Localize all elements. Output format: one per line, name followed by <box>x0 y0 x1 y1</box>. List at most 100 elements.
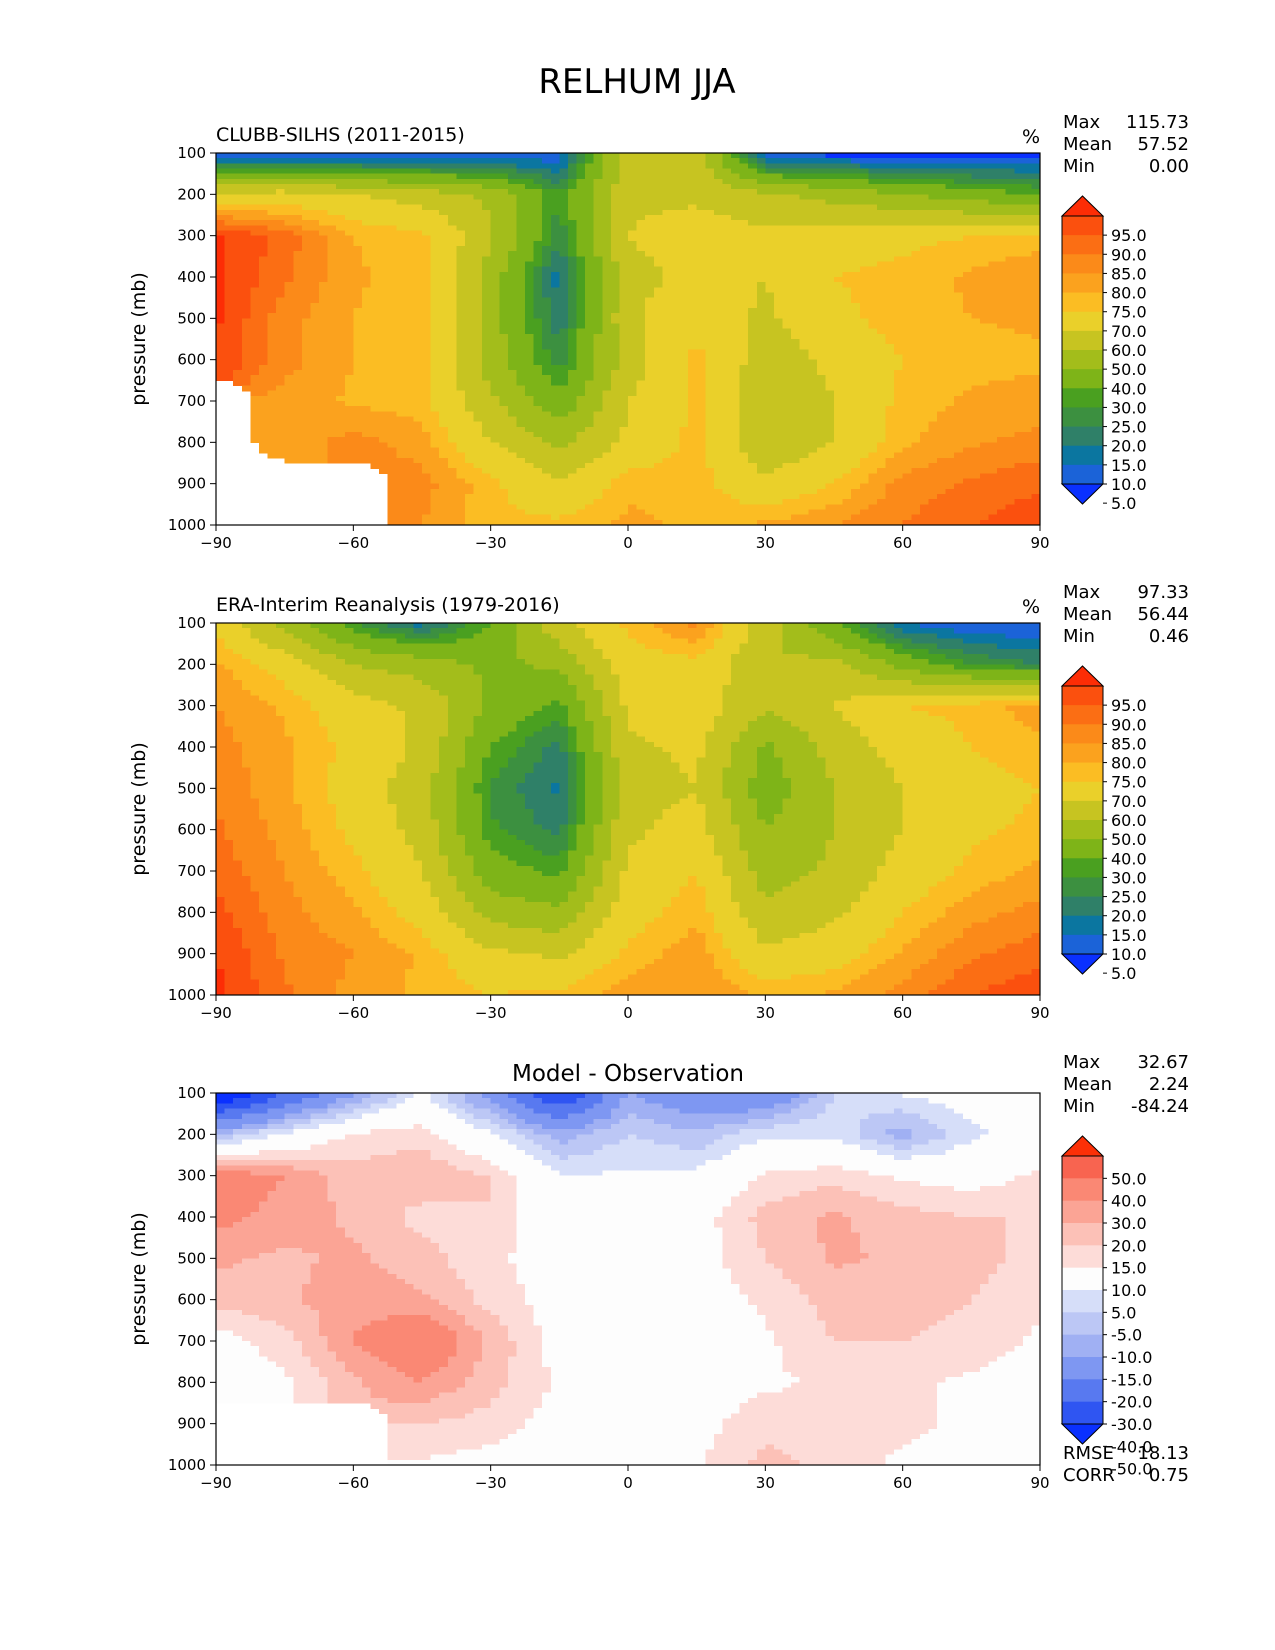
field-cell <box>997 359 1007 366</box>
field-cell <box>542 313 552 319</box>
field-cell <box>1005 178 1015 185</box>
field-cell <box>731 235 741 242</box>
field-cell <box>773 271 784 278</box>
field-cell <box>842 282 852 288</box>
panel-model: −90 −60 −30 0 30 60 90100200300400500600700800… <box>128 112 1189 552</box>
field-cell <box>662 401 672 407</box>
field-cell <box>816 323 827 330</box>
field-cell <box>233 251 243 257</box>
field-cell <box>216 251 226 257</box>
field-cell <box>894 359 904 366</box>
field-cell <box>816 339 827 345</box>
field-cell <box>276 168 286 175</box>
field-cell <box>765 251 775 257</box>
field-cell <box>241 318 251 325</box>
field-cell <box>482 184 492 190</box>
field-cell <box>250 406 260 412</box>
field-cell <box>979 246 990 252</box>
field-cell <box>301 209 312 216</box>
field-cell <box>928 163 938 170</box>
field-cell <box>988 220 998 226</box>
field-cell <box>834 411 844 418</box>
field-cell <box>353 385 363 392</box>
field-cell <box>361 266 372 273</box>
field-cell <box>834 328 844 335</box>
field-cell <box>533 158 543 164</box>
field-cell <box>859 251 869 257</box>
field-cell <box>379 163 389 170</box>
field-cell <box>370 380 380 387</box>
field-cell <box>216 178 226 185</box>
field-cell <box>997 261 1007 268</box>
field-cell <box>628 256 638 263</box>
field-cell <box>816 380 827 387</box>
field-cell <box>267 302 277 309</box>
field-cell <box>902 240 912 247</box>
field-cell <box>979 266 990 273</box>
field-cell <box>396 349 406 356</box>
field-cell <box>919 282 930 288</box>
field-cell <box>585 153 595 159</box>
field-cell <box>739 282 749 288</box>
field-cell <box>404 370 415 376</box>
field-cell <box>379 380 389 387</box>
field-cell <box>731 251 741 257</box>
field-cell <box>945 349 955 356</box>
field-cell <box>834 235 844 242</box>
field-cell <box>731 308 741 314</box>
field-cell <box>902 411 912 418</box>
field-cell <box>542 411 552 418</box>
field-cell <box>808 153 818 159</box>
field-cell <box>276 401 286 407</box>
field-cell <box>979 215 990 221</box>
field-cell <box>284 189 294 195</box>
field-cell <box>670 390 681 397</box>
field-cell <box>482 302 492 309</box>
field-cell <box>276 266 286 273</box>
field-cell <box>276 189 286 195</box>
field-cell <box>482 266 492 273</box>
field-cell <box>233 297 243 304</box>
field-cell <box>439 349 449 356</box>
field-cell <box>567 349 578 356</box>
field-cell <box>293 266 303 273</box>
field-cell <box>799 199 809 206</box>
field-cell <box>619 271 629 278</box>
field-cell <box>688 328 698 335</box>
field-cell <box>997 240 1007 247</box>
field-cell <box>327 215 337 221</box>
field-cell <box>988 297 998 304</box>
field-cell <box>216 240 226 247</box>
field-cell <box>361 251 372 257</box>
field-cell <box>310 256 320 263</box>
field-cell <box>662 313 672 319</box>
field-cell <box>482 230 492 237</box>
field-cell <box>997 153 1007 159</box>
field-cell <box>919 395 930 402</box>
field-cell <box>1031 401 1041 407</box>
field-cell <box>971 251 981 257</box>
field-cell <box>525 271 535 278</box>
field-cell <box>971 406 981 412</box>
field-cell <box>525 364 535 371</box>
field-cell <box>979 287 990 294</box>
field-cell <box>851 215 861 221</box>
field-cell <box>336 266 346 273</box>
field-cell <box>919 215 930 221</box>
field-cell <box>396 251 406 257</box>
field-cell <box>808 370 818 376</box>
field-cell <box>585 406 595 412</box>
field-cell <box>559 406 569 412</box>
field-cell <box>413 163 423 170</box>
field-cell <box>679 240 689 247</box>
field-cell <box>593 390 603 397</box>
field-cell <box>344 225 354 232</box>
field-cell <box>739 385 749 392</box>
field-cell <box>473 287 483 294</box>
field-cell <box>773 204 784 211</box>
field-cell <box>773 235 784 242</box>
field-cell <box>525 220 535 226</box>
field-cell <box>456 194 466 201</box>
field-cell <box>353 277 363 283</box>
field-cell <box>276 385 286 392</box>
